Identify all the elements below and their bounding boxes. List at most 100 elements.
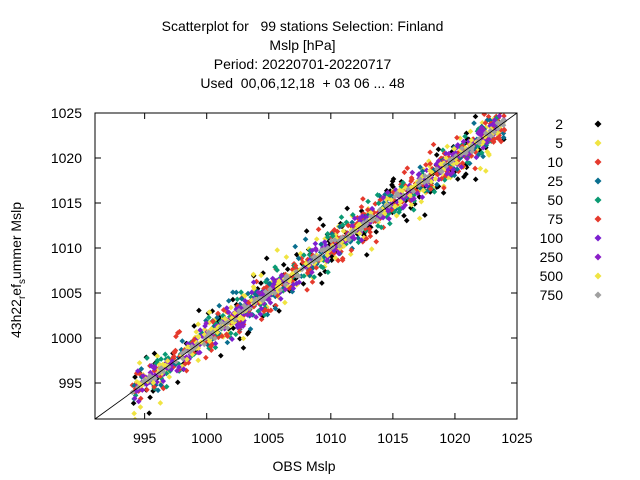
data-point [237,323,244,330]
data-point [392,187,399,193]
data-point [457,147,464,153]
data-point [297,250,304,257]
data-point [286,285,293,292]
data-point [151,363,158,370]
data-point [233,312,240,319]
data-point [334,228,341,235]
data-point [388,200,395,206]
data-point [339,234,345,241]
data-point [130,400,137,407]
data-point [184,356,190,363]
data-point [419,182,426,188]
data-point [139,387,146,393]
data-point [350,212,356,218]
data-point [201,331,208,338]
y-tick-label: 995 [59,375,83,391]
data-point [180,366,187,372]
data-point [480,153,486,160]
data-point [469,148,475,155]
data-point [346,236,352,243]
data-point [457,155,464,161]
data-point [318,256,324,263]
data-point [375,223,381,229]
data-point [380,194,387,201]
data-point [151,384,157,390]
data-point [144,355,150,361]
data-point [292,243,299,250]
data-point [483,139,490,146]
data-point [492,98,498,104]
data-point [475,143,482,149]
data-point [241,302,247,309]
data-point [500,134,507,141]
data-point [381,199,387,206]
data-point [165,364,172,370]
data-point [196,307,202,314]
data-point [317,215,323,222]
data-point [248,311,254,318]
data-point [245,329,252,336]
data-point [392,203,399,210]
data-point [255,289,262,296]
x-tick-label: 1000 [191,430,222,446]
data-point [220,312,226,319]
points-layer [129,98,508,419]
data-point [455,176,461,182]
data-point [180,355,186,362]
data-point [433,170,440,177]
data-point [419,173,426,180]
data-point [131,395,138,402]
data-point [466,160,473,167]
data-point [447,171,454,178]
data-point [303,228,310,234]
data-point [460,138,467,145]
data-point [199,330,206,337]
data-point [218,352,224,359]
data-point [289,266,296,273]
data-point [361,222,368,228]
data-point [473,154,480,161]
data-point [261,308,267,315]
data-point [256,295,262,302]
data-point [274,247,281,253]
data-point [426,184,432,191]
legend-marker [594,253,602,261]
x-tick-label: 995 [133,430,157,446]
data-point [500,130,507,137]
data-point [210,329,216,335]
data-point [423,167,430,174]
data-point [436,176,442,183]
data-point [340,243,347,250]
data-point [471,120,477,126]
data-point [331,227,338,233]
data-point [137,395,144,402]
data-point [195,357,202,364]
data-point [258,316,265,323]
data-point [429,165,435,172]
data-point [483,168,489,174]
data-point [348,247,355,254]
data-point [398,183,405,190]
data-point [175,361,182,367]
data-point [132,374,138,380]
data-point [355,221,362,228]
data-point [399,188,406,194]
data-point [318,247,325,254]
data-point [499,106,505,112]
data-point [153,360,159,367]
data-point [449,169,456,176]
data-point [320,222,326,229]
data-point [414,190,421,197]
y-tick-label: 1020 [51,150,82,166]
data-point [411,192,417,199]
data-point [147,369,154,376]
data-point [206,314,212,321]
data-point [230,296,236,303]
data-point [164,365,170,372]
data-point [480,144,486,151]
data-point [280,261,287,268]
data-point [404,165,411,171]
data-point [195,321,201,328]
data-point [309,269,315,276]
data-point [253,278,260,285]
